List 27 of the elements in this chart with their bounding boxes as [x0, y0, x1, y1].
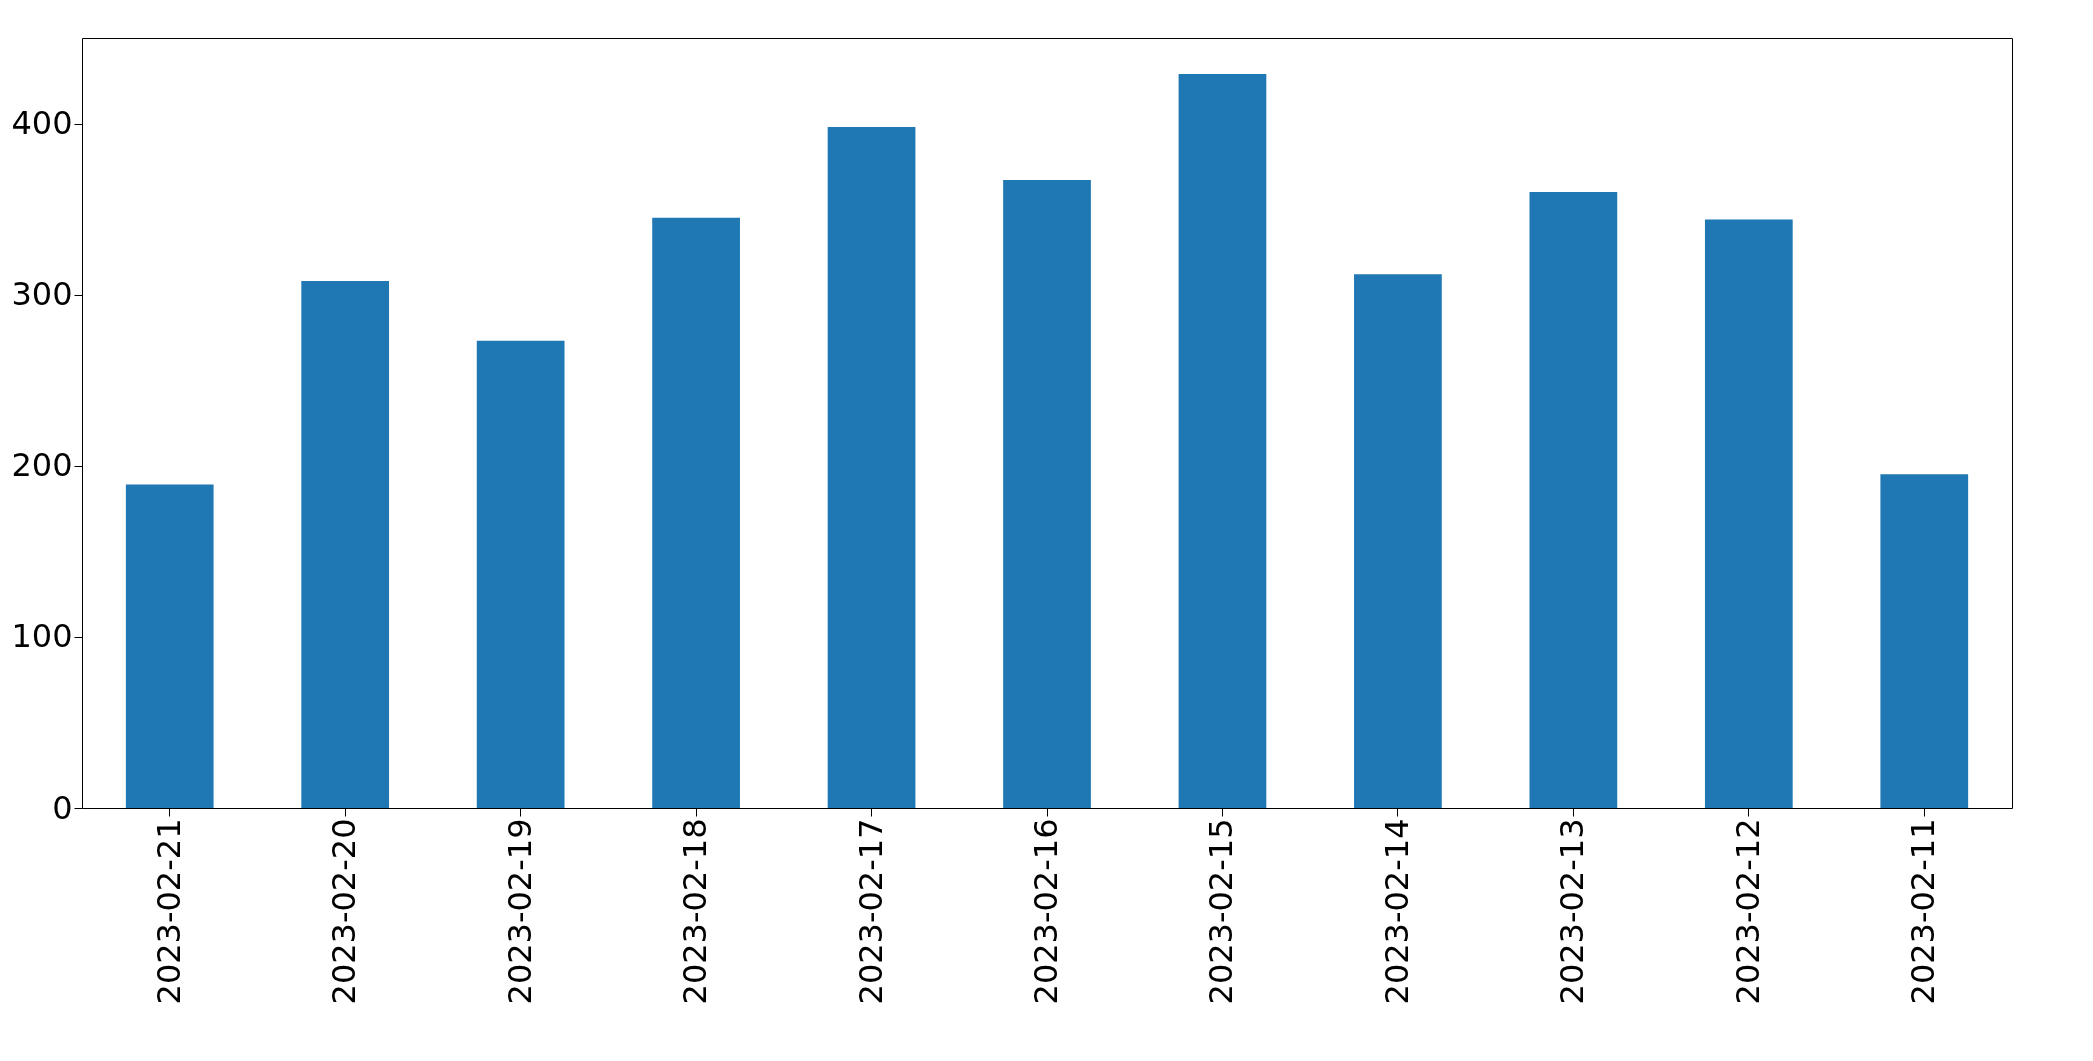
bar: [125, 484, 214, 808]
y-tick-label: 300: [11, 275, 73, 314]
x-tick-label: 2023-02-12: [1728, 818, 1767, 1005]
bar: [1880, 474, 1969, 808]
bar: [1178, 73, 1267, 808]
x-tick-label: 2023-02-15: [1202, 818, 1241, 1005]
bar: [1704, 219, 1793, 808]
bar: [827, 126, 916, 808]
x-tick-label: 2023-02-20: [325, 818, 364, 1005]
y-tick-label: 400: [11, 104, 73, 143]
x-tick-label: 2023-02-19: [500, 818, 539, 1005]
x-tick-label: 2023-02-18: [676, 818, 715, 1005]
bar: [1354, 274, 1442, 808]
bar: [1003, 180, 1091, 808]
x-tick-label: 2023-02-16: [1027, 818, 1065, 1005]
bar: [1529, 192, 1618, 808]
bar: [652, 217, 740, 808]
y-tick-label: 100: [11, 617, 73, 656]
x-tick-label: 2023-02-14: [1377, 818, 1416, 1005]
x-tick-label: 2023-02-13: [1553, 818, 1592, 1005]
bar: [476, 340, 565, 808]
bar: [301, 280, 390, 808]
x-tick-label: 2023-02-21: [149, 818, 188, 1005]
y-tick-label: 0: [52, 788, 73, 827]
y-tick-label: 200: [11, 446, 73, 485]
x-tick-label: 2023-02-17: [851, 818, 890, 1005]
x-tick-label: 2023-02-11: [1904, 818, 1943, 1005]
